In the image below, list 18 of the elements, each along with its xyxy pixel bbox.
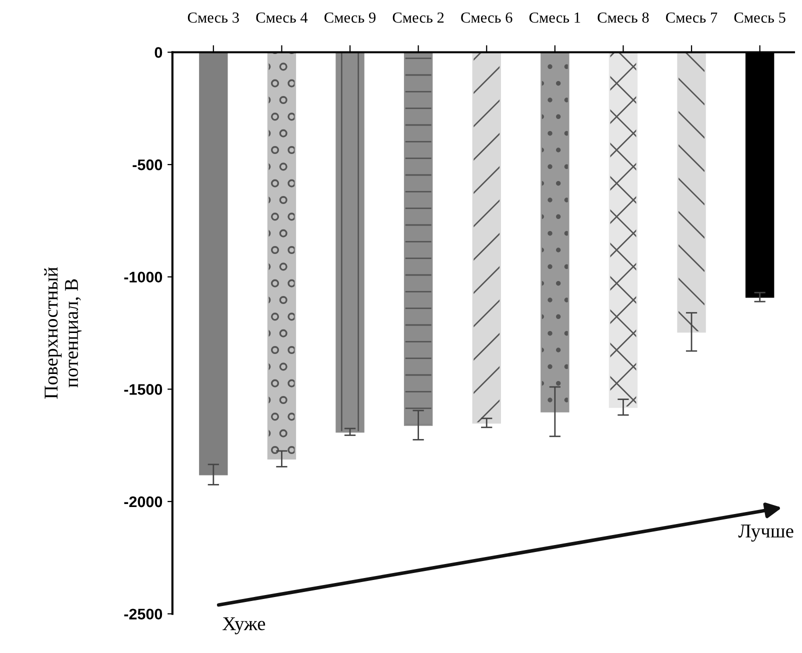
x-tick-label: Смесь 7 [666,12,718,23]
x-tick-label: Смесь 3 [188,12,239,23]
x-tick-label: Смесь 8 [598,12,649,23]
x-tick-label: Смесь 2 [392,12,444,23]
y-tick-label: -500 [132,159,162,170]
x-tick-label: Смесь 1 [529,12,580,23]
x-tick-label: Смесь 9 [324,12,376,23]
text: Хуже [222,617,266,634]
x-tick-label: Смесь 6 [461,12,512,23]
x-tick-label: Смесь 4 [256,12,308,23]
y-tick-label: -2000 [124,496,162,508]
y-tick-label: 0 [154,47,162,58]
y-tick-label: -1500 [124,384,162,395]
y-tick-label: -1000 [124,272,162,283]
x-tick-label: Смесь 5 [734,12,786,23]
annotation: Лучше [738,524,794,542]
y-axis-title: Поверхностный потенциал, В [44,267,82,399]
y-tick-label: -2500 [124,608,162,620]
